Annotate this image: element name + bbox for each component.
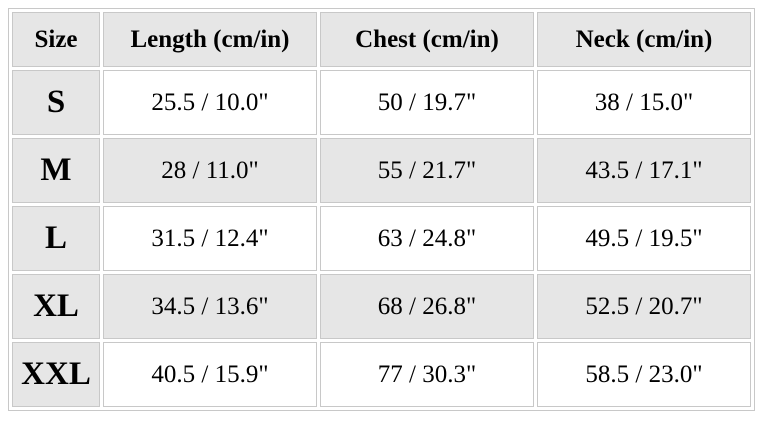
size-row: XL 34.5 / 13.6" 68 / 26.8" 52.5 / 20.7" <box>12 274 751 339</box>
size-chart: Size Length (cm/in) Chest (cm/in) Neck (cm/… <box>8 8 755 411</box>
measurement-cell: 25.5 / 10.0" <box>103 70 317 135</box>
header-cell: Size <box>12 12 100 67</box>
measurement-cell: 38 / 15.0" <box>537 70 751 135</box>
size-row: M 28 / 11.0" 55 / 21.7" 43.5 / 17.1" <box>12 138 751 203</box>
measurement-cell: 63 / 24.8" <box>320 206 534 271</box>
measurement-cell: 50 / 19.7" <box>320 70 534 135</box>
size-label: XL <box>12 274 100 339</box>
size-row: S 25.5 / 10.0" 50 / 19.7" 38 / 15.0" <box>12 70 751 135</box>
size-label: L <box>12 206 100 271</box>
header-row: Size Length (cm/in) Chest (cm/in) Neck (cm/… <box>12 12 751 67</box>
measurement-cell: 52.5 / 20.7" <box>537 274 751 339</box>
measurement-cell: 58.5 / 23.0" <box>537 342 751 407</box>
measurement-cell: 77 / 30.3" <box>320 342 534 407</box>
header-cell: Neck (cm/in) <box>537 12 751 67</box>
measurement-cell: 49.5 / 19.5" <box>537 206 751 271</box>
header-cell: Length (cm/in) <box>103 12 317 67</box>
size-row: L 31.5 / 12.4" 63 / 24.8" 49.5 / 19.5" <box>12 206 751 271</box>
measurement-cell: 31.5 / 12.4" <box>103 206 317 271</box>
measurement-cell: 68 / 26.8" <box>320 274 534 339</box>
measurement-cell: 55 / 21.7" <box>320 138 534 203</box>
size-label: M <box>12 138 100 203</box>
size-table: Size Length (cm/in) Chest (cm/in) Neck (cm/… <box>8 8 755 411</box>
size-label: S <box>12 70 100 135</box>
size-label: XXL <box>12 342 100 407</box>
measurement-cell: 28 / 11.0" <box>103 138 317 203</box>
measurement-cell: 40.5 / 15.9" <box>103 342 317 407</box>
header-cell: Chest (cm/in) <box>320 12 534 67</box>
measurement-cell: 34.5 / 13.6" <box>103 274 317 339</box>
size-row: XXL 40.5 / 15.9" 77 / 30.3" 58.5 / 23.0" <box>12 342 751 407</box>
measurement-cell: 43.5 / 17.1" <box>537 138 751 203</box>
